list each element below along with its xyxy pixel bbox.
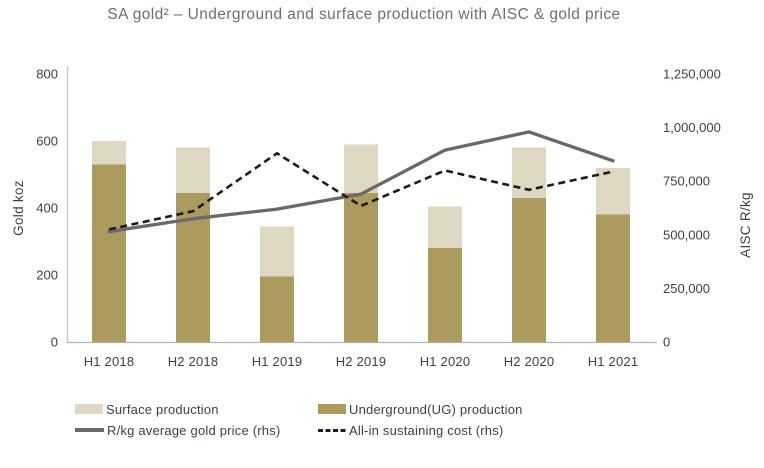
right-axis-tick-label: 0 [663,335,670,350]
left-axis-tick-label: 400 [36,201,58,216]
bar-surface-production [596,167,630,215]
bar-surface-production [176,147,210,193]
bar-underground-production [512,197,546,342]
aisc-line-swatch [318,428,346,432]
aisc-line [108,152,614,231]
bar-surface-production [344,144,378,193]
left-axis-tick-label: 600 [36,134,58,149]
bar-underground-production [260,276,294,342]
x-axis-category-label: H1 2019 [252,354,303,369]
underground-production-swatch [318,404,346,414]
left-axis-tick-label: 800 [36,67,58,82]
legend-label-gold-price: R/kg average gold price (rhs) [107,422,281,438]
chart-plot-area: 0 200 400 600 800 0 250,000 500,000 750,000 1,000… [36,66,721,369]
x-axis-category-label: H2 2019 [336,354,387,369]
legend-item-aisc: All-in sustaining cost (rhs) [318,422,504,438]
gold-price-line [107,130,615,234]
right-axis-tick-label: 500,000 [663,227,710,242]
legend-item-surface-production: Surface production [75,401,219,417]
legend-label-surface-production: Surface production [106,401,219,417]
bar-underground-production [344,192,378,342]
bar-underground-production [176,192,210,342]
x-axis-category-label: H1 2021 [588,354,639,369]
right-axis-tick-label: 750,000 [663,174,710,189]
left-axis-tick-label: 200 [36,268,58,283]
chart-title: SA gold² – Underground and surface produ… [107,6,621,23]
bar-surface-production [428,206,462,249]
right-axis-tick-label: 1,250,000 [663,67,721,82]
right-axis-tick-label: 250,000 [663,281,710,296]
x-axis-category-label: H2 2018 [168,354,219,369]
surface-production-swatch [75,404,103,414]
bar-surface-production [260,226,294,277]
x-axis-category-label: H1 2020 [420,354,471,369]
x-axis-category-label: H2 2020 [504,354,555,369]
legend-label-aisc: All-in sustaining cost (rhs) [349,422,504,438]
bar-surface-production [92,141,126,165]
legend-label-underground-production: Underground(UG) production [349,401,523,417]
left-axis-tick-label: 0 [51,335,58,350]
legend-item-underground-production: Underground(UG) production [318,401,523,417]
legend-item-gold-price: R/kg average gold price (rhs) [75,422,281,438]
bar-underground-production [92,164,126,342]
x-axis-category-label: H1 2018 [84,354,135,369]
gold-price-line-swatch [75,428,104,432]
bar-underground-production [428,248,462,342]
right-axis-tick-label: 1,000,000 [663,120,721,135]
bar-underground-production [596,214,630,342]
